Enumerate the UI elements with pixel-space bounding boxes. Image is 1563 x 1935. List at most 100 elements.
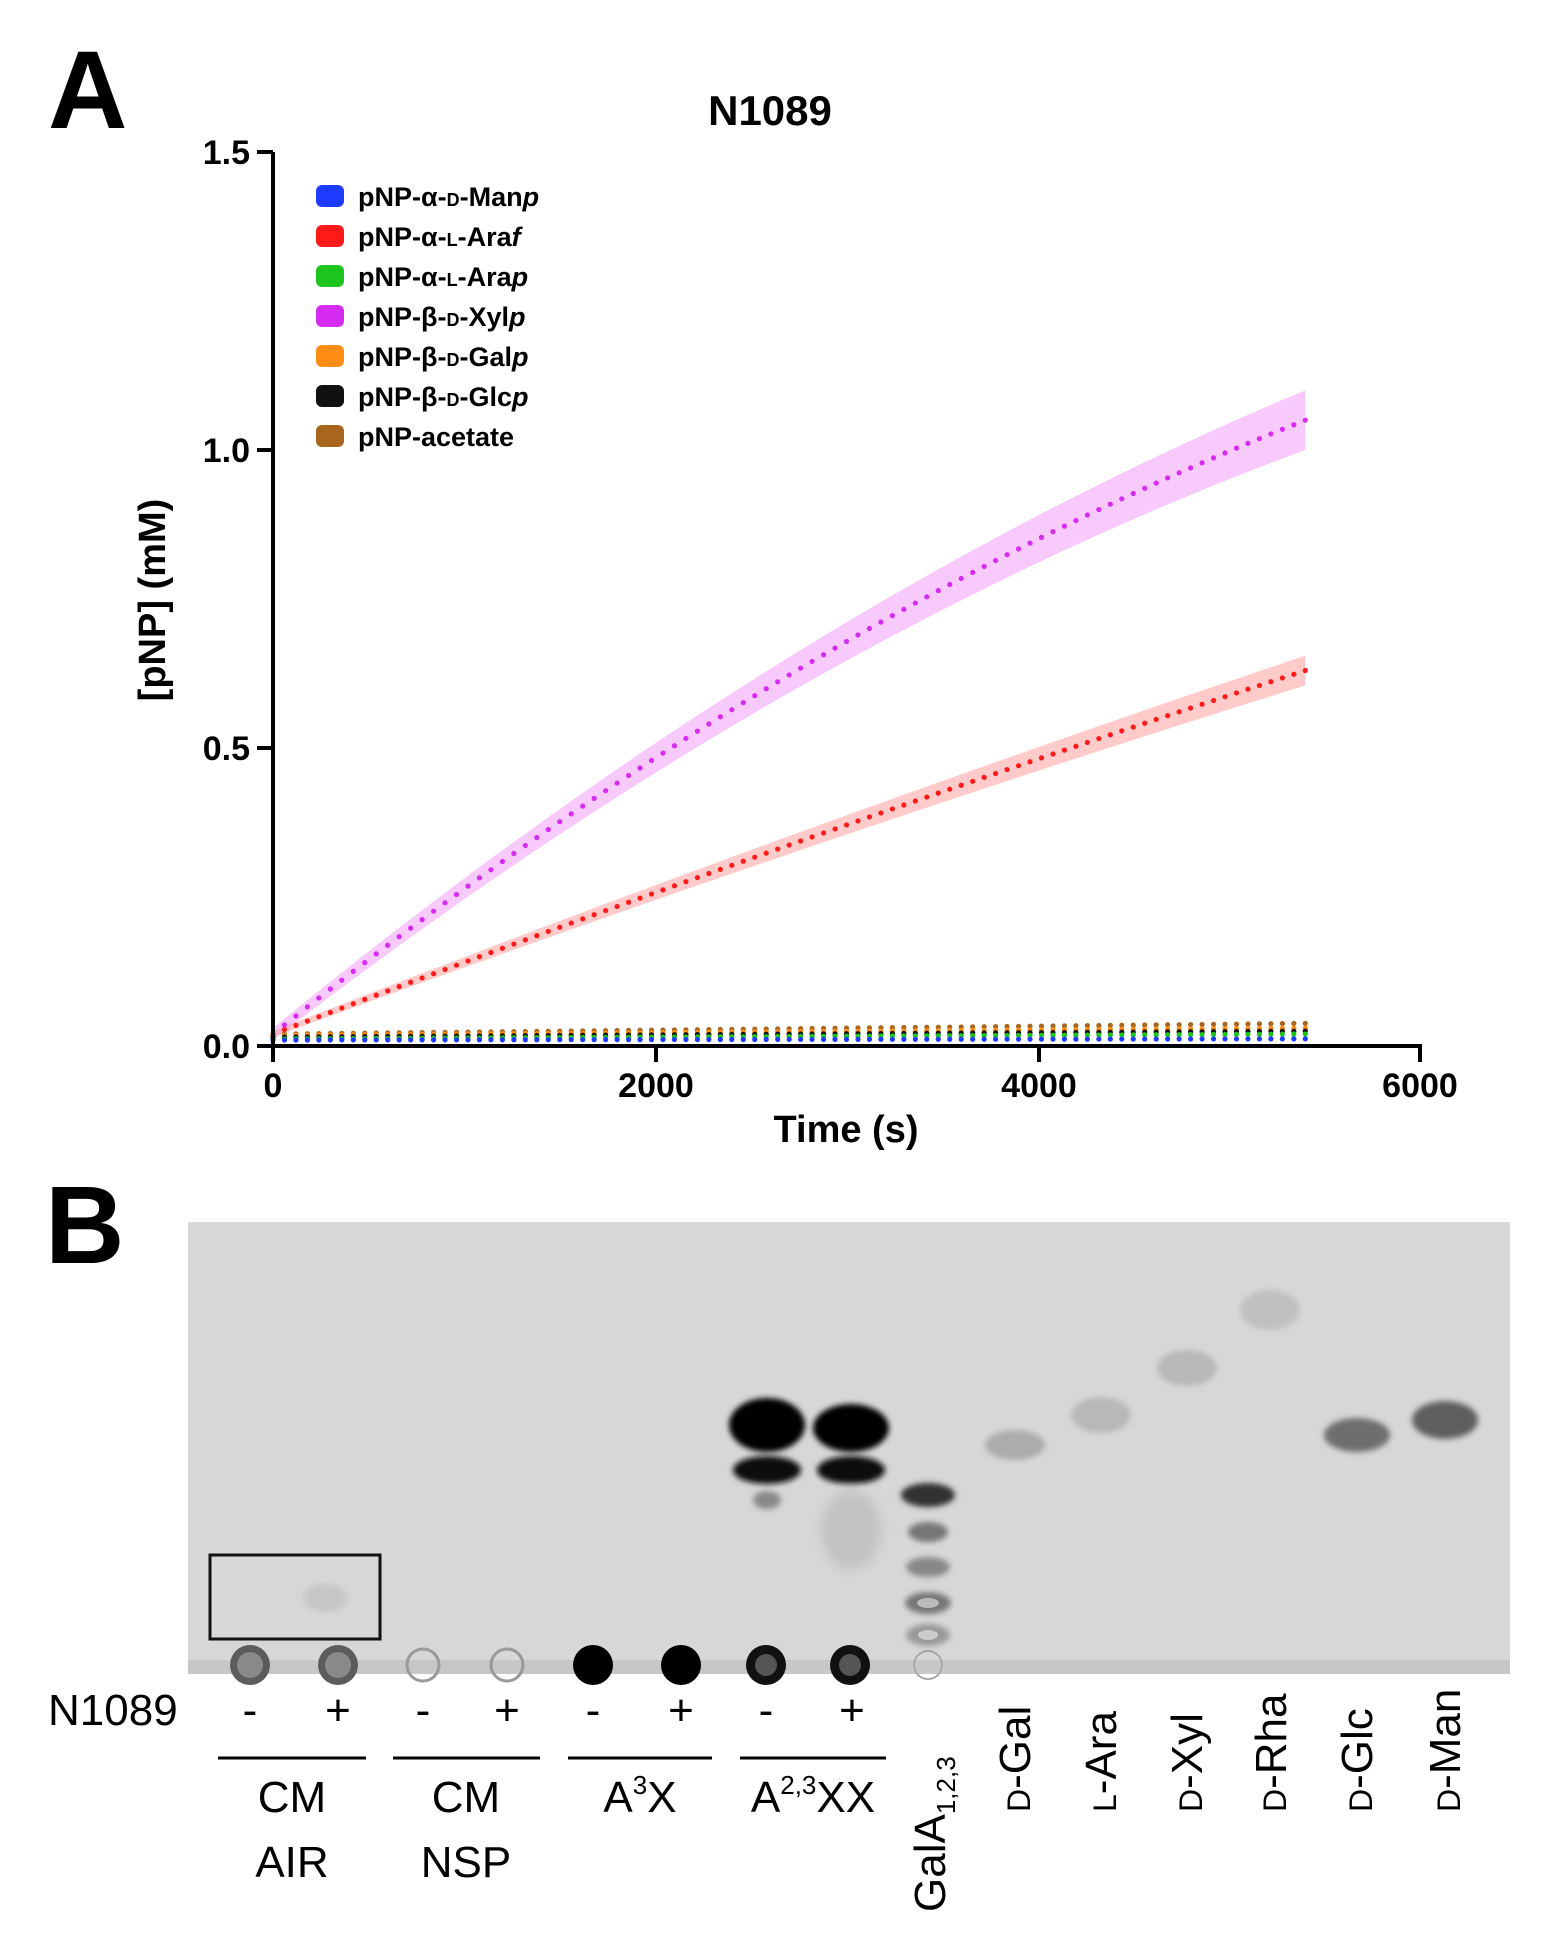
- data-point-pnp-l-araf: [430, 971, 437, 977]
- data-point-pnp-d-manp: [1130, 1036, 1136, 1042]
- data-point-pnp-l-araf: [717, 866, 723, 872]
- legend-label: pNP-β-D-Xylp: [358, 302, 526, 332]
- data-point-pnp-d-xylp: [1291, 422, 1297, 428]
- data-point-pnp-l-araf: [706, 870, 712, 877]
- data-point-pnp-d-xylp: [648, 757, 655, 764]
- data-point-pnp-acetate: [1199, 1021, 1205, 1028]
- data-point-pnp-l-arap: [981, 1032, 987, 1039]
- data-point-pnp-d-manp: [522, 1037, 528, 1043]
- data-point-pnp-d-manp: [1210, 1036, 1217, 1042]
- data-point-pnp-l-arap: [1130, 1032, 1136, 1038]
- data-point-pnp-acetate: [1291, 1020, 1297, 1027]
- data-point-pnp-l-arap: [1107, 1032, 1113, 1038]
- lane-sign: -: [586, 1686, 601, 1735]
- y-axis-label: [pNP] (mM): [132, 499, 174, 702]
- data-point-pnp-d-manp: [465, 1037, 471, 1043]
- data-point-pnp-d-manp: [385, 1037, 391, 1043]
- data-point-pnp-l-arap: [958, 1033, 964, 1039]
- legend-swatch: [316, 185, 344, 207]
- legend: pNP-α-D-Manp pNP-α-L-Araf pNP-α-L-Arap pNP-…: [316, 182, 539, 452]
- x-tick-label: 4000: [1001, 1067, 1077, 1105]
- data-point-pnp-d-xylp: [293, 1013, 299, 1019]
- data-point-pnp-d-xylp: [1073, 517, 1079, 524]
- data-point-pnp-d-manp: [625, 1037, 632, 1043]
- data-point-pnp-acetate: [1130, 1022, 1136, 1028]
- data-point-pnp-d-manp: [293, 1037, 299, 1043]
- data-point-pnp-d-xylp: [1142, 485, 1148, 491]
- data-point-pnp-d-manp: [1188, 1036, 1194, 1042]
- data-point-pnp-l-arap: [1050, 1032, 1056, 1038]
- data-point-pnp-l-araf: [1233, 690, 1240, 696]
- data-point-pnp-l-arap: [1199, 1031, 1205, 1038]
- data-point-pnp-l-arap: [1256, 1031, 1263, 1037]
- data-point-pnp-l-arap: [1096, 1032, 1102, 1038]
- data-point-pnp-l-araf: [763, 850, 769, 856]
- data-point-pnp-d-xylp: [419, 917, 425, 923]
- data-point-pnp-l-araf: [1188, 705, 1194, 711]
- data-point-pnp-d-xylp: [855, 632, 861, 638]
- data-point-pnp-acetate: [1027, 1023, 1033, 1029]
- data-point-pnp-d-manp: [603, 1037, 609, 1043]
- data-point-pnp-d-xylp: [614, 780, 620, 786]
- data-point-pnp-d-manp: [993, 1036, 999, 1042]
- data-point-pnp-d-xylp: [970, 569, 976, 576]
- data-point-pnp-l-araf: [866, 814, 873, 820]
- data-point-pnp-l-arap: [1061, 1032, 1068, 1038]
- data-point-pnp-l-araf: [545, 928, 551, 935]
- data-point-pnp-l-arap: [1038, 1032, 1045, 1038]
- enzyme-label: N1089: [48, 1686, 178, 1735]
- data-point-pnp-d-xylp: [660, 750, 666, 756]
- data-point-pnp-acetate: [1233, 1021, 1240, 1027]
- data-point-pnp-l-araf: [1027, 759, 1033, 765]
- data-point-pnp-d-manp: [878, 1036, 884, 1042]
- data-point-pnp-d-manp: [706, 1036, 712, 1043]
- standard-d-glc: D-Glc: [1333, 1708, 1382, 1812]
- data-point-pnp-l-araf: [488, 949, 494, 956]
- y-tick-label: 0.5: [203, 730, 250, 768]
- data-point-pnp-d-manp: [660, 1036, 666, 1043]
- data-point-pnp-l-arap: [1188, 1032, 1194, 1038]
- data-point-pnp-l-araf: [476, 954, 483, 960]
- data-point-pnp-d-xylp: [442, 900, 448, 906]
- data-point-pnp-d-manp: [1038, 1036, 1045, 1042]
- data-point-pnp-d-xylp: [717, 714, 723, 720]
- data-point-pnp-d-manp: [316, 1037, 322, 1043]
- data-point-pnp-d-manp: [1233, 1036, 1240, 1042]
- standard-d-gal: D-Gal: [991, 1706, 1040, 1812]
- data-point-pnp-d-xylp: [453, 891, 460, 898]
- data-point-pnp-l-araf: [304, 1018, 311, 1024]
- data-point-pnp-l-arap: [1004, 1032, 1010, 1039]
- data-point-pnp-d-manp: [1256, 1036, 1263, 1042]
- data-point-pnp-d-xylp: [591, 795, 597, 801]
- data-point-pnp-d-manp: [694, 1036, 700, 1043]
- data-point-pnp-l-arap: [1119, 1032, 1125, 1038]
- data-point-pnp-l-araf: [1165, 713, 1171, 719]
- data-point-pnp-d-xylp: [832, 645, 838, 651]
- data-point-pnp-d-xylp: [603, 788, 609, 794]
- data-point-pnp-d-xylp: [786, 672, 792, 678]
- data-point-pnp-acetate: [958, 1024, 964, 1030]
- standard-d-rha: D-Rha: [1247, 1693, 1296, 1812]
- data-point-pnp-d-manp: [901, 1036, 907, 1042]
- lane-sign: -: [416, 1686, 431, 1735]
- data-point-pnp-l-arap: [1142, 1032, 1148, 1038]
- data-point-pnp-d-xylp: [545, 826, 551, 833]
- data-point-pnp-d-manp: [1061, 1036, 1068, 1042]
- data-point-pnp-d-manp: [889, 1036, 895, 1042]
- data-point-pnp-d-manp: [1222, 1036, 1228, 1042]
- data-point-pnp-d-xylp: [1199, 460, 1205, 466]
- data-point-pnp-d-manp: [1004, 1036, 1010, 1042]
- data-point-pnp-d-xylp: [706, 721, 712, 727]
- legend-label: pNP-β-D-Glcp: [358, 382, 528, 412]
- legend-swatch: [316, 345, 344, 367]
- data-point-pnp-l-araf: [637, 895, 643, 901]
- data-point-pnp-l-araf: [408, 979, 414, 985]
- data-point-pnp-d-manp: [832, 1036, 838, 1042]
- data-point-pnp-d-xylp: [866, 625, 873, 632]
- data-point-pnp-d-manp: [488, 1037, 494, 1043]
- data-point-pnp-l-araf: [385, 988, 391, 994]
- data-point-pnp-d-xylp: [1015, 546, 1022, 552]
- data-point-pnp-l-araf: [912, 798, 918, 804]
- chart-title: N1089: [708, 87, 832, 134]
- data-point-pnp-d-manp: [511, 1037, 517, 1043]
